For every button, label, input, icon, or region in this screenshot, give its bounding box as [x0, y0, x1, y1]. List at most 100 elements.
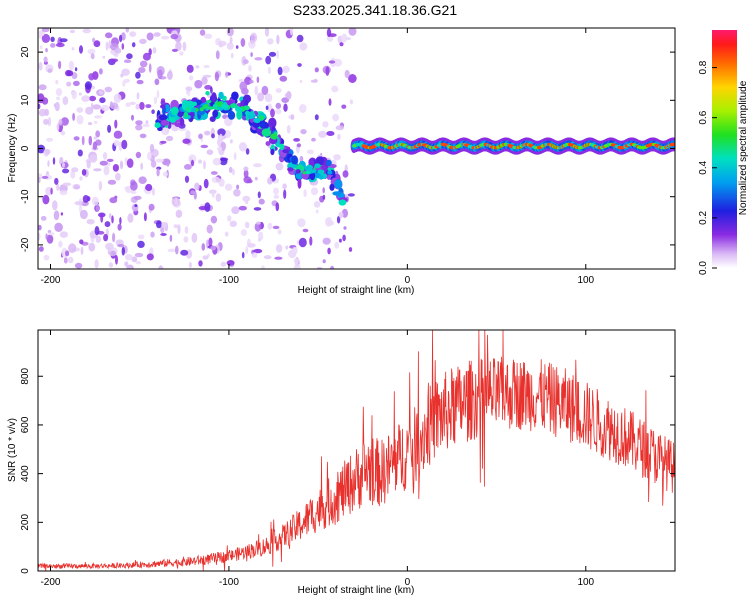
noise-blob — [86, 219, 95, 225]
noise-blob — [250, 32, 258, 43]
noise-blob — [199, 29, 206, 36]
noise-blob — [129, 31, 137, 37]
noise-blob — [243, 169, 249, 179]
noise-blob — [197, 159, 203, 164]
noise-blob — [76, 107, 84, 113]
noise-blob — [243, 176, 252, 184]
band-core — [237, 107, 243, 112]
noise-blob — [204, 85, 213, 90]
noise-blob — [327, 220, 335, 226]
noise-blob — [126, 158, 134, 168]
noise-blob — [90, 102, 94, 112]
noise-blob — [265, 55, 272, 65]
noise-blob — [52, 157, 56, 165]
noise-blob — [81, 95, 90, 102]
noise-blob — [211, 176, 220, 183]
noise-blob — [302, 228, 309, 233]
noise-blob — [55, 80, 59, 85]
noise-blob — [311, 137, 316, 142]
noise-blob — [71, 90, 77, 100]
x-tick-label: 0 — [405, 577, 411, 588]
noise-blob — [342, 170, 349, 178]
noise-blob — [185, 86, 193, 92]
noise-blob — [121, 246, 126, 256]
noise-blob — [38, 246, 44, 252]
noise-blob — [79, 45, 83, 54]
noise-blob — [165, 135, 174, 142]
noise-blob — [127, 213, 134, 223]
noise-blob — [315, 209, 319, 214]
noise-blob — [299, 42, 308, 51]
band-core — [314, 163, 321, 169]
noise-blob — [299, 79, 303, 84]
noise-blob — [297, 218, 306, 228]
noise-blob — [149, 143, 155, 153]
noise-blob — [206, 149, 214, 155]
noise-blob — [47, 117, 52, 127]
noise-blob — [125, 28, 130, 33]
noise-blob — [134, 204, 138, 208]
band-core — [183, 111, 189, 118]
noise-blob — [139, 133, 147, 139]
band-blob — [297, 177, 302, 189]
noise-blob — [198, 206, 208, 210]
noise-blob — [161, 221, 168, 229]
noise-blob — [38, 176, 41, 184]
band-blob — [295, 169, 301, 174]
noise-blob — [322, 259, 326, 264]
noise-blob — [107, 162, 111, 167]
noise-blob — [60, 212, 64, 216]
noise-blob — [59, 190, 68, 196]
noise-blob — [138, 67, 146, 73]
band-blob — [291, 155, 298, 165]
noise-blob — [156, 220, 162, 229]
noise-blob — [230, 52, 234, 59]
y-tick-label: 10 — [20, 94, 31, 106]
noise-blob — [348, 74, 357, 83]
noise-blob — [129, 101, 136, 106]
colorbar-label: Normalized spectral amplitude — [738, 80, 749, 215]
noise-blob — [43, 254, 50, 261]
band-blob — [236, 109, 243, 120]
noise-blob — [279, 75, 288, 82]
noise-blob — [100, 213, 104, 223]
band-blob — [160, 104, 166, 109]
x-tick-label: 100 — [577, 275, 594, 286]
noise-blob — [251, 252, 258, 258]
noise-blob — [74, 262, 83, 269]
noise-blob — [210, 86, 213, 94]
noise-blob — [111, 58, 119, 63]
band-blob — [332, 191, 342, 196]
tone-core — [671, 142, 675, 146]
noise-blob — [52, 200, 58, 211]
noise-blob — [229, 220, 237, 227]
noise-blob — [322, 237, 331, 245]
noise-blob — [293, 258, 300, 264]
noise-blob — [105, 32, 113, 39]
noise-blob — [160, 226, 165, 234]
noise-blob — [79, 176, 83, 181]
noise-blob — [318, 130, 327, 138]
noise-blob — [74, 67, 78, 72]
noise-blob — [314, 67, 319, 73]
noise-blob — [160, 233, 167, 236]
spectrogram-heatmap — [38, 28, 675, 269]
noise-blob — [73, 136, 80, 141]
noise-blob — [203, 178, 209, 189]
noise-blob — [227, 215, 232, 222]
noise-blob — [236, 184, 240, 190]
noise-blob — [342, 234, 346, 242]
noise-blob — [70, 170, 76, 179]
y-tick-label: -20 — [20, 237, 31, 252]
noise-blob — [79, 209, 88, 220]
noise-blob — [310, 79, 318, 83]
noise-blob — [113, 140, 120, 147]
noise-blob — [328, 98, 332, 106]
noise-blob — [68, 60, 75, 71]
noise-blob — [156, 168, 160, 177]
noise-blob — [47, 68, 53, 73]
noise-blob — [114, 119, 118, 129]
noise-blob — [45, 48, 48, 53]
noise-blob — [204, 202, 211, 213]
